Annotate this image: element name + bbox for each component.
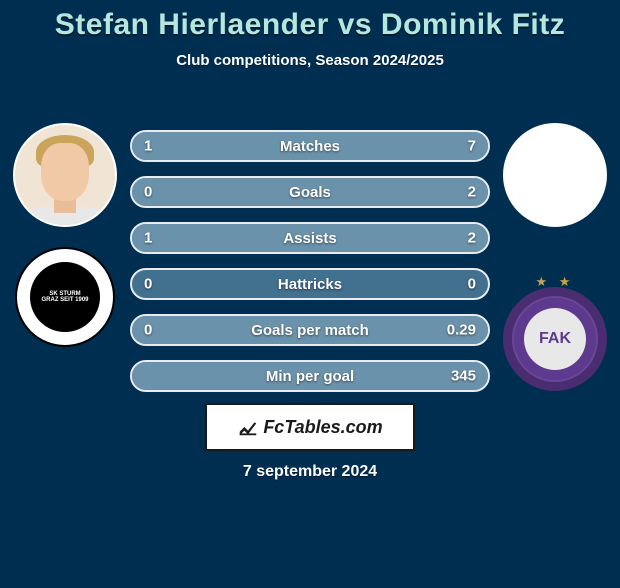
bar-value-left: 0	[144, 322, 152, 339]
footer-brand-box: FcTables.com	[205, 403, 415, 451]
bar-value-right: 0	[468, 276, 476, 293]
austria-stars-icon: ★ ★	[536, 274, 575, 290]
player-left-photo	[13, 123, 117, 227]
club-badge-sturm-text: SK STURM GRAZ SEIT 1909	[41, 291, 89, 303]
bar-value-left: 0	[144, 184, 152, 201]
chart-icon	[237, 416, 259, 438]
stat-bar-matches: 1 7 Matches	[130, 130, 490, 162]
stat-bar-hattricks: 0 0 Hattricks	[130, 268, 490, 300]
bar-value-left: 1	[144, 230, 152, 247]
stat-bar-goals-per-match: 0 0.29 Goals per match	[130, 314, 490, 346]
bar-value-left: 1	[144, 138, 152, 155]
footer-brand-text: FcTables.com	[263, 417, 382, 438]
player-left-column: SK STURM GRAZ SEIT 1909	[0, 108, 130, 347]
bar-value-right: 345	[451, 368, 476, 385]
bar-label: Assists	[283, 230, 336, 247]
bar-fill-left	[132, 132, 177, 160]
comparison-panel: SK STURM GRAZ SEIT 1909 1 7 Matches 0 2 Goals…	[0, 108, 620, 392]
club-badge-sturm-graz: SK STURM GRAZ SEIT 1909	[15, 247, 115, 347]
stat-bar-goals: 0 2 Goals	[130, 176, 490, 208]
stat-bar-min-per-goal: 345 Min per goal	[130, 360, 490, 392]
club-badge-austria-text: FAK	[539, 330, 571, 348]
bar-value-right: 2	[468, 184, 476, 201]
player-right-column: ★ ★ FAK	[490, 108, 620, 391]
stat-bar-assists: 1 2 Assists	[130, 222, 490, 254]
bar-label: Goals	[289, 184, 331, 201]
bar-label: Goals per match	[251, 322, 369, 339]
bar-value-right: 0.29	[447, 322, 476, 339]
page-title: Stefan Hierlaender vs Dominik Fitz	[0, 8, 620, 42]
stat-bars: 1 7 Matches 0 2 Goals 1 2 Assists 0 0 Hattricks 0 0.2…	[130, 108, 490, 392]
bar-value-right: 2	[468, 230, 476, 247]
club-badge-austria-wien: ★ ★ FAK	[503, 287, 607, 391]
bar-label: Matches	[280, 138, 340, 155]
bar-label: Min per goal	[266, 368, 354, 385]
bar-value-left: 0	[144, 276, 152, 293]
date-text: 7 september 2024	[0, 463, 620, 481]
subtitle: Club competitions, Season 2024/2025	[0, 52, 620, 69]
bar-value-right: 7	[468, 138, 476, 155]
player-right-photo	[503, 123, 607, 227]
bar-label: Hattricks	[278, 276, 342, 293]
